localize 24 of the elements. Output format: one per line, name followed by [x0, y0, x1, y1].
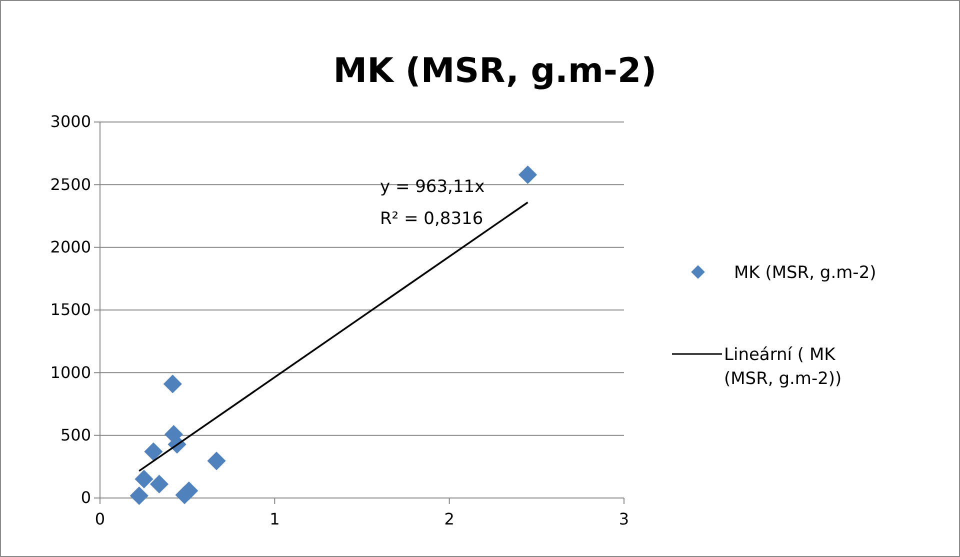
y-tick-label: 500 [60, 425, 91, 444]
y-tick-label: 0 [80, 488, 91, 508]
point [163, 374, 182, 394]
y-tick-label: 2500 [50, 174, 91, 194]
point [130, 486, 148, 506]
annotation: R² = 0,8316 [380, 209, 484, 229]
x-tick-label: 1 [270, 510, 280, 529]
x-tick-label: 0 [94, 510, 106, 529]
y-tick-label: 1000 [50, 362, 91, 382]
point [180, 481, 198, 500]
annotation: y = 963,11x [380, 177, 485, 197]
point [518, 165, 538, 184]
chart-title: MK (MSR, g.m-2) [333, 51, 657, 91]
x-tick-label: 3 [618, 510, 630, 529]
x-tick-label: 2 [444, 510, 454, 529]
legend-label: MK (MSR, g.m-2) [734, 263, 876, 283]
point [144, 442, 163, 461]
point [134, 470, 154, 488]
point [150, 474, 168, 494]
y-tick-label: 2000 [50, 237, 91, 256]
y-tick-label: 1500 [50, 300, 91, 320]
y-tick-label: 3000 [50, 112, 91, 132]
point [207, 452, 226, 470]
legend-label: Lineární ( MK (MSR, g.m-2)) [724, 345, 842, 389]
